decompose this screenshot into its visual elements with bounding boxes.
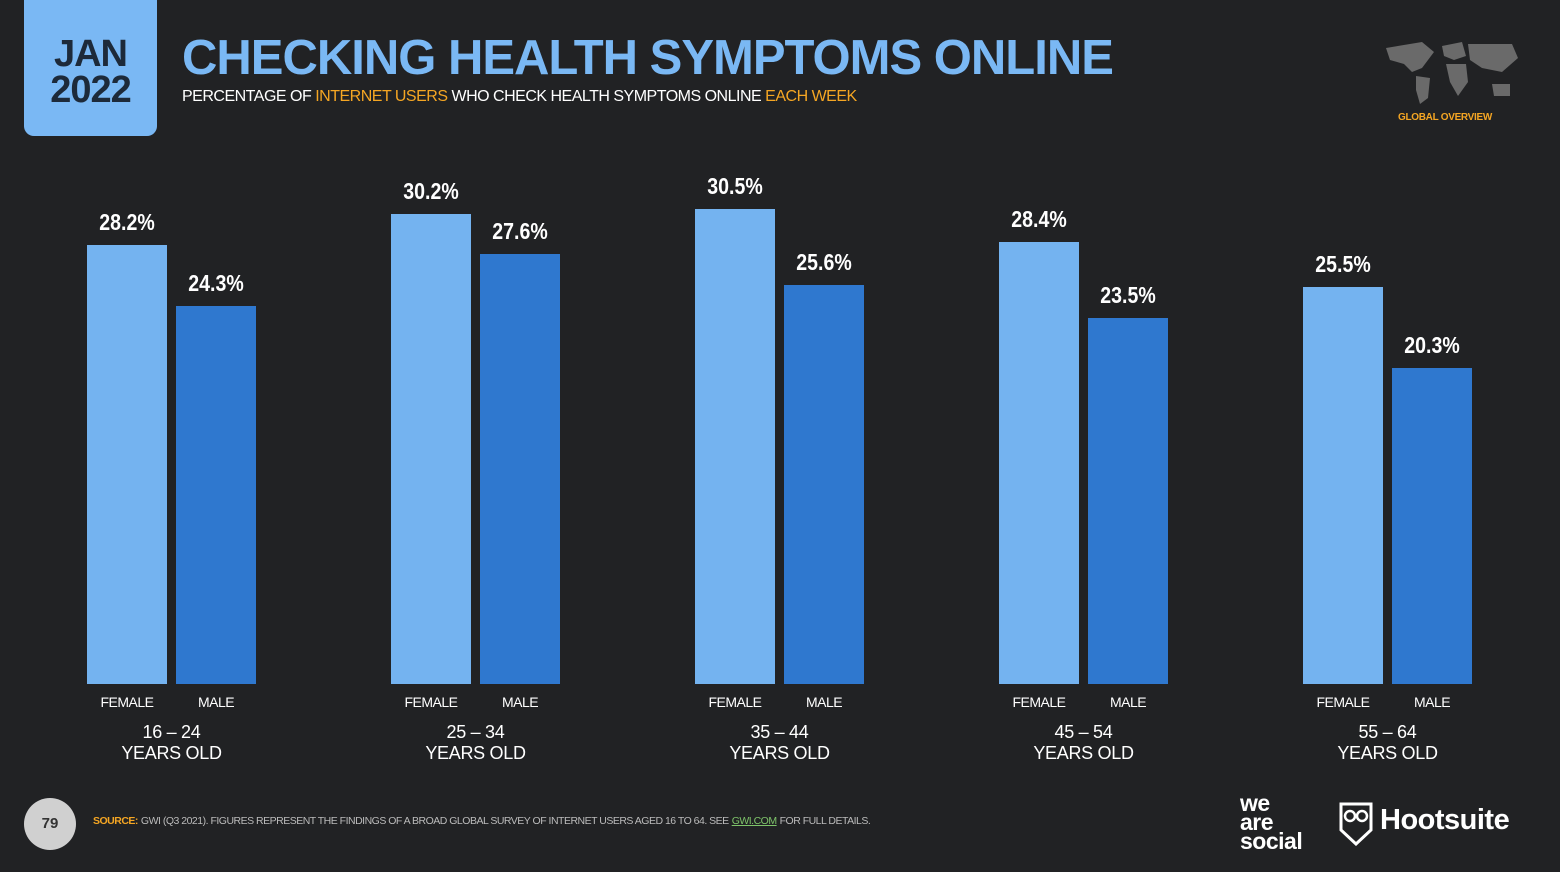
value-label: 27.6% xyxy=(492,218,548,245)
value-label: 23.5% xyxy=(1100,282,1156,309)
series-label: FEMALE xyxy=(708,694,762,710)
bar xyxy=(1392,367,1472,684)
bar xyxy=(784,285,864,684)
bar xyxy=(391,213,471,684)
bar xyxy=(176,305,256,684)
value-label: 24.3% xyxy=(188,269,244,296)
bar xyxy=(999,241,1079,684)
page-number: 79 xyxy=(24,798,76,850)
value-label: 28.4% xyxy=(1011,205,1067,232)
date-badge: JAN 2022 xyxy=(24,0,157,136)
month: JAN xyxy=(53,33,128,75)
bar xyxy=(87,244,167,684)
source-head: SOURCE: xyxy=(93,815,138,827)
year: 2022 xyxy=(50,69,132,111)
logo-line: social xyxy=(1240,828,1303,854)
chart-title: CHECKING HEALTH SYMPTOMS ONLINE xyxy=(182,31,1114,85)
category-label: 35 – 44 YEARS OLD xyxy=(729,722,830,763)
category-label: 16 – 24 YEARS OLD xyxy=(121,722,222,763)
source-tail: FOR FULL DETAILS. xyxy=(779,815,871,827)
bar xyxy=(1303,286,1383,684)
world-map xyxy=(1386,42,1518,104)
series-label: FEMALE xyxy=(1012,694,1066,710)
series-label: MALE xyxy=(197,694,235,710)
subtitle-highlight: EACH WEEK xyxy=(765,88,857,105)
series-label: FEMALE xyxy=(1316,694,1370,710)
category-label: 45 – 54 YEARS OLD xyxy=(1033,722,1134,763)
value-label: 30.5% xyxy=(707,173,763,200)
series-label: MALE xyxy=(501,694,539,710)
bar xyxy=(695,209,775,684)
subtitle-part: WHO CHECK HEALTH SYMPTOMS ONLINE xyxy=(451,88,762,105)
category-label: 55 – 64 YEARS OLD xyxy=(1337,722,1438,763)
bar xyxy=(480,254,560,684)
logo-caption: GLOBAL OVERVIEW xyxy=(1398,112,1493,123)
hootsuite-owl xyxy=(1339,802,1373,846)
source-link[interactable]: GWI.COM xyxy=(731,815,777,827)
logo-line: are xyxy=(1240,809,1274,835)
series-label: FEMALE xyxy=(100,694,154,710)
bar xyxy=(1088,318,1168,684)
value-label: 25.5% xyxy=(1315,250,1371,277)
subtitle: PERCENTAGE OF INTERNET USERS WHO CHECK HEA… xyxy=(182,88,861,106)
we-are-social-logo: we are social xyxy=(1240,790,1303,854)
series-label: FEMALE xyxy=(404,694,458,710)
series-label: MALE xyxy=(1109,694,1147,710)
value-label: 28.2% xyxy=(99,208,155,235)
value-label: 20.3% xyxy=(1404,331,1460,358)
series-label: MALE xyxy=(805,694,843,710)
logo-line: we xyxy=(1240,790,1270,816)
subtitle-highlight: INTERNET USERS xyxy=(315,88,448,105)
series-label: MALE xyxy=(1413,694,1451,710)
value-label: 30.2% xyxy=(403,177,459,204)
category-label: 25 – 34 YEARS OLD xyxy=(425,722,526,763)
subtitle-part: PERCENTAGE OF xyxy=(182,88,312,105)
source: SOURCE: GWI (Q3 2021). FIGURES REPRESENT … xyxy=(93,815,873,827)
value-label: 25.6% xyxy=(796,249,852,276)
source-text: GWI (Q3 2021). FIGURES REPRESENT THE FIN… xyxy=(140,815,729,827)
hootsuite-logo: Hootsuite xyxy=(1380,804,1510,836)
